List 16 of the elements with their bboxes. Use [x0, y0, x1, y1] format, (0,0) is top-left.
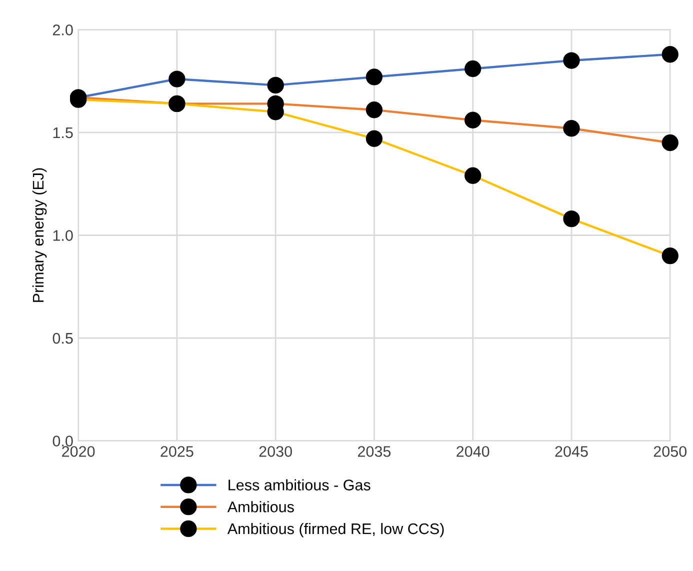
x-tick-label: 2020 — [62, 446, 95, 457]
y-tick-label: 0.5 — [52, 332, 73, 344]
legend-label: Ambitious — [227, 501, 294, 512]
legend-label: Less ambitious - Gas — [228, 479, 370, 490]
x-tick-label: 2045 — [555, 446, 588, 457]
x-tick-label: 2035 — [358, 446, 391, 457]
y-tick-label: 2.0 — [52, 24, 73, 36]
y-tick-label: 0.0 — [52, 436, 73, 446]
y-tick-label: 1.0 — [53, 230, 73, 241]
legend-label: Ambitious (firmed RE, low CCS) — [227, 522, 444, 538]
x-tick-label: 2025 — [160, 446, 194, 457]
x-tick-label: 2040 — [456, 446, 490, 457]
y-tick-label: 1.5 — [53, 127, 73, 138]
y-axis-title: Primary energy (EJ) — [32, 168, 47, 302]
x-tick-label: 2050 — [654, 446, 687, 457]
x-tick-label: 2030 — [259, 446, 292, 457]
